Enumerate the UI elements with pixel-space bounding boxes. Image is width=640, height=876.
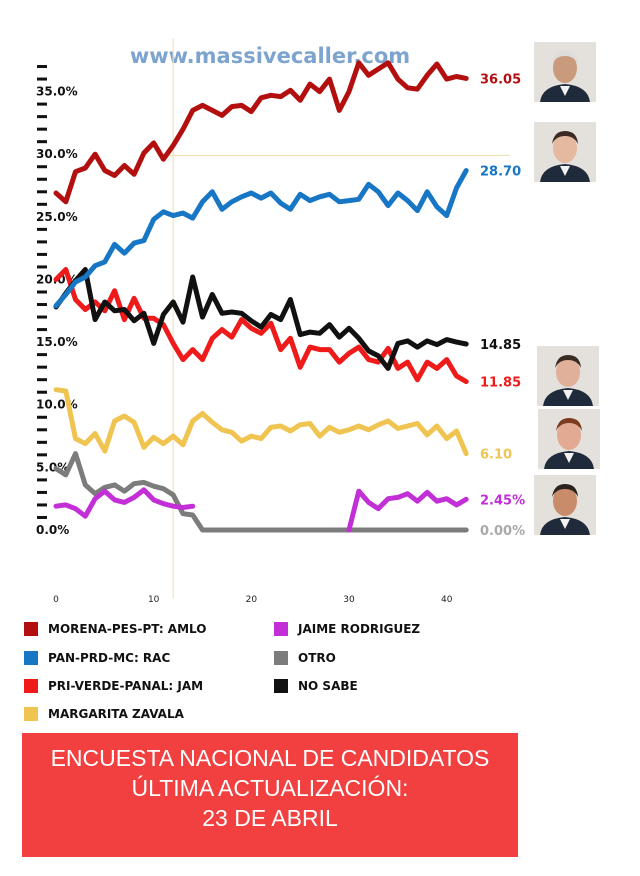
legend-label: PRI-VERDE-PANAL: JAM — [48, 679, 204, 693]
y-tick-label: 30.0% — [36, 147, 78, 161]
end-label-jaime: 2.45% — [480, 493, 525, 508]
legend-swatch-otro — [274, 651, 288, 665]
legend-item-rac: PAN-PRD-MC: RAC — [24, 651, 170, 665]
x-tick-label: 20 — [246, 595, 258, 605]
legend-swatch-amlo — [24, 622, 38, 636]
legend-label: OTRO — [298, 651, 336, 665]
series-line-nosabe — [53, 267, 469, 371]
series-line-rac — [53, 168, 469, 309]
rac-portrait — [534, 122, 596, 182]
x-axis: 0 10 20 30 40 — [53, 595, 453, 605]
legend-swatch-jam — [24, 679, 38, 693]
series-line-otro — [53, 451, 469, 533]
amlo-portrait — [534, 42, 596, 102]
legend-swatch-rac — [24, 651, 38, 665]
legend-item-zavala: MARGARITA ZAVALA — [24, 707, 184, 721]
legend-swatch-jaime — [274, 622, 288, 636]
jam-portrait — [537, 346, 599, 406]
end-label-jam: 11.85 — [480, 376, 521, 391]
end-label-zavala: 6.10 — [480, 448, 512, 463]
legend-item-amlo: MORENA-PES-PT: AMLO — [24, 622, 206, 636]
legend-item-otro: OTRO — [274, 651, 336, 665]
series-lines — [53, 60, 469, 533]
series-line-amlo — [53, 60, 469, 205]
y-tick-label: 0.0% — [36, 523, 69, 537]
update-banner: ENCUESTA NACIONAL DE CANDIDATOS ÚLTIMA A… — [22, 733, 518, 857]
banner-line-1: ENCUESTA NACIONAL DE CANDIDATOS — [50, 745, 490, 771]
x-tick-label: 0 — [53, 595, 59, 605]
legend-label: MARGARITA ZAVALA — [48, 707, 184, 721]
legend-item-jam: PRI-VERDE-PANAL: JAM — [24, 679, 203, 693]
legend-swatch-nosabe — [274, 679, 288, 693]
end-label-nosabe: 14.85 — [480, 338, 521, 353]
reference-lines — [170, 38, 510, 598]
legend-swatch-zavala — [24, 707, 38, 721]
banner-line-2: ÚLTIMA ACTUALIZACIÓN: — [131, 775, 409, 801]
legend-label: MORENA-PES-PT: AMLO — [48, 622, 207, 636]
y-tick-label: 15.0% — [36, 335, 78, 349]
zavala-portrait — [538, 409, 600, 469]
banner-line-3: 23 DE ABRIL — [202, 805, 338, 831]
series-line-zavala — [53, 387, 469, 457]
y-axis: 0.0%5.0%10.0%15.0%20.0%25.0%30.0%35.0% — [36, 65, 78, 537]
end-label-rac: 28.70 — [480, 164, 521, 179]
series-line-jam — [53, 267, 469, 385]
end-label-otro: 0.00% — [480, 524, 525, 539]
end-labels: 36.05 28.70 11.85 6.10 2.45% 0.00% 14.85 — [480, 72, 525, 539]
jaime-portrait — [534, 475, 596, 535]
legend-label: PAN-PRD-MC: RAC — [48, 651, 171, 665]
poll-chart: www.massivecaller.com 0.0%5.0%10.0%15.0%… — [36, 38, 525, 605]
y-tick-label: 35.0% — [36, 85, 78, 99]
legend-item-nosabe: NO SABE — [274, 679, 358, 693]
legend-item-jaime: JAIME RODRIGUEZ — [274, 622, 420, 636]
x-tick-label: 40 — [441, 595, 453, 605]
legend-label: NO SABE — [298, 679, 358, 693]
y-tick-label: 25.0% — [36, 210, 78, 224]
end-label-amlo: 36.05 — [480, 72, 521, 87]
x-tick-label: 30 — [343, 595, 355, 605]
watermark-text: www.massivecaller.com — [130, 44, 410, 68]
series-line-jaime — [53, 487, 469, 533]
legend-label: JAIME RODRIGUEZ — [298, 622, 421, 636]
x-tick-label: 10 — [148, 595, 160, 605]
